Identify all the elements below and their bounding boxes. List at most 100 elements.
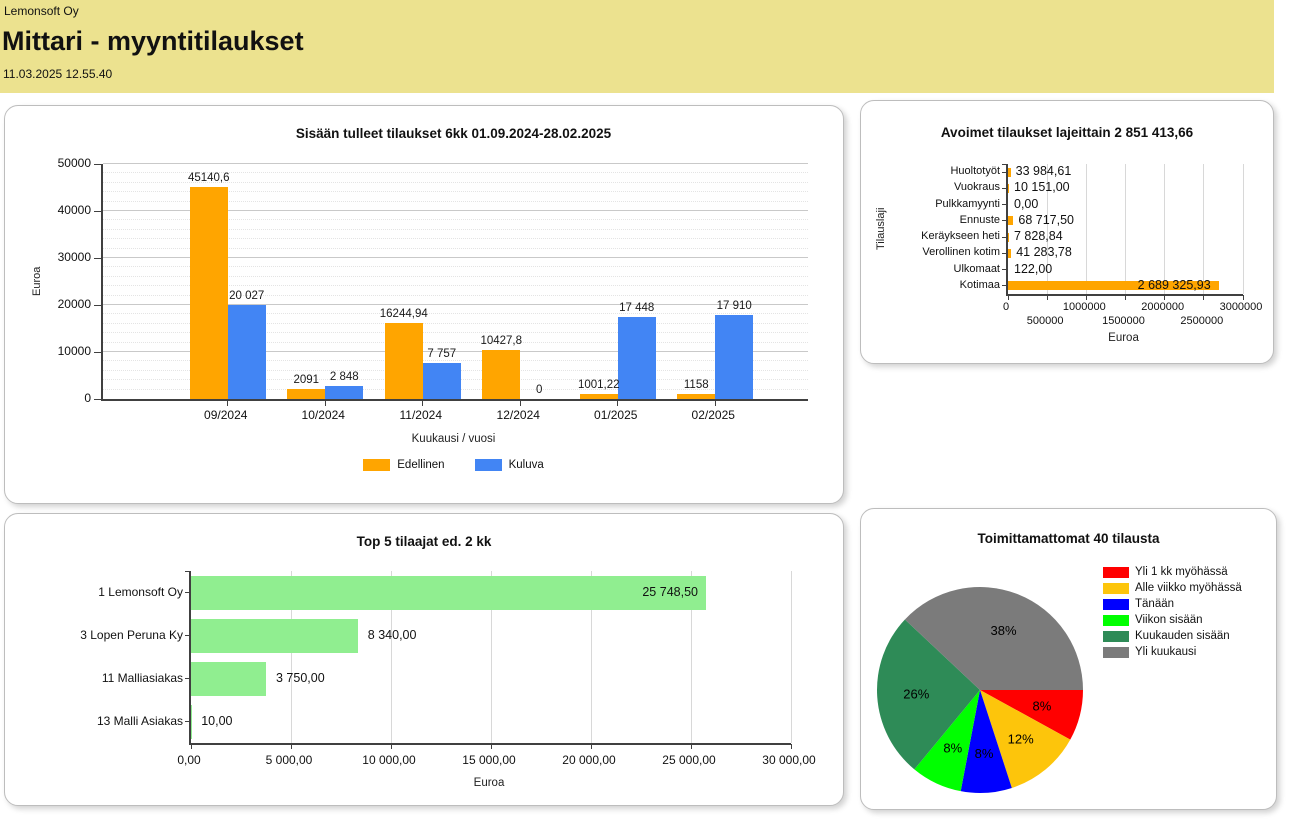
x-tick bbox=[290, 744, 292, 749]
chart-title: Avoimet tilaukset lajeittain 2 851 413,6… bbox=[940, 125, 1194, 140]
y-tick bbox=[94, 399, 101, 400]
gridline bbox=[590, 571, 592, 743]
bar bbox=[1008, 183, 1009, 193]
bar-value-label: 16244,94 bbox=[379, 307, 428, 320]
plot-area: 45140,6 20 027 2091 2 848 16244,94 7 757 10427… bbox=[101, 163, 808, 406]
gridline bbox=[103, 275, 808, 277]
bar bbox=[1008, 216, 1014, 226]
y-tick bbox=[94, 164, 101, 165]
legend-label: Kuukauden sisään bbox=[1135, 630, 1230, 642]
x-tick bbox=[1085, 295, 1087, 300]
bar-value-label: 1158 bbox=[683, 378, 709, 391]
category-label: Ulkomaat bbox=[953, 262, 1000, 275]
y-tick bbox=[1002, 285, 1008, 287]
gridline bbox=[103, 285, 808, 287]
gridline bbox=[390, 571, 392, 743]
legend-item: Yli 1 kk myöhässä bbox=[1103, 566, 1242, 578]
legend-swatch bbox=[1103, 598, 1129, 610]
x-tick-label: 1500000 bbox=[1102, 315, 1145, 327]
x-axis-label: Euroa bbox=[473, 777, 505, 789]
bar-kuluva bbox=[325, 385, 364, 399]
y-tick bbox=[1002, 236, 1008, 238]
y-tick bbox=[185, 678, 191, 679]
x-tick bbox=[1242, 295, 1244, 300]
category-label: Keräykseen heti bbox=[921, 230, 1000, 243]
pie-slice bbox=[980, 690, 1083, 740]
x-tick-label: 25 000,00 bbox=[662, 753, 716, 767]
bar bbox=[191, 661, 266, 696]
y-tick bbox=[94, 211, 101, 212]
legend-swatch bbox=[474, 459, 502, 471]
y-tick-label: 0 bbox=[84, 391, 91, 405]
bar-value-label: 20 027 bbox=[229, 289, 265, 302]
y-tick-label: 10000 bbox=[57, 344, 91, 358]
pie-slice bbox=[914, 690, 980, 792]
bar-value-label: 2 848 bbox=[329, 370, 359, 383]
gridline bbox=[103, 332, 808, 334]
y-tick bbox=[94, 258, 101, 259]
x-tick-label: 15 000,00 bbox=[462, 753, 516, 767]
gridline bbox=[103, 257, 808, 258]
bar-value-label: 0 bbox=[536, 384, 543, 396]
bar bbox=[1008, 248, 1012, 258]
category-label: Huoltotyöt bbox=[950, 165, 1000, 178]
x-tick bbox=[1203, 295, 1205, 300]
bar bbox=[1008, 232, 1009, 242]
gridline bbox=[103, 238, 808, 240]
legend-item: Tänään bbox=[1103, 598, 1242, 610]
x-tick bbox=[422, 401, 424, 406]
x-category-label: 09/2024 bbox=[204, 408, 248, 422]
bar-kuluva bbox=[715, 314, 754, 399]
panel-incoming-orders-chart: Sisään tulleet tilaukset 6kk 01.09.2024-… bbox=[4, 105, 844, 504]
x-tick-label: 20 000,00 bbox=[562, 753, 616, 767]
legend-label: Viikon sisään bbox=[1135, 614, 1203, 626]
pie-slice-label: 38% bbox=[990, 623, 1016, 638]
x-category-label: 02/2025 bbox=[691, 408, 735, 422]
x-axis-label: Kuukausi / vuosi bbox=[411, 433, 496, 445]
bar-value-label: 25 748,50 bbox=[642, 584, 698, 599]
x-tick bbox=[714, 401, 716, 406]
x-tick-label: 0 bbox=[1002, 301, 1010, 313]
x-tick-label: 10 000,00 bbox=[362, 753, 416, 767]
pie-slice bbox=[904, 587, 1083, 690]
pie-legend: Yli 1 kk myöhässä Alle viikko myöhässä Tän… bbox=[1103, 566, 1242, 658]
x-tick bbox=[1046, 295, 1048, 300]
gridline bbox=[103, 247, 808, 249]
bar-value-label: 17 910 bbox=[716, 299, 752, 312]
x-axis-label: Euroa bbox=[1108, 332, 1139, 344]
gridline bbox=[103, 228, 808, 230]
x-tick-label: 5 000,00 bbox=[265, 753, 313, 767]
bar-value-label: 8 340,00 bbox=[367, 627, 417, 642]
bar-value-label: 2091 bbox=[293, 374, 320, 387]
company-name: Lemonsoft Oy bbox=[4, 4, 79, 18]
pie-slice bbox=[877, 619, 980, 770]
x-tick-label: 2000000 bbox=[1141, 301, 1185, 313]
y-tick-label: 50000 bbox=[57, 156, 91, 170]
chart-legend: Edellinen Kuluva bbox=[101, 459, 806, 471]
legend-item: Kuluva bbox=[474, 459, 544, 471]
bar-value-label: 1001,22 bbox=[577, 379, 620, 392]
legend-item: Viikon sisään bbox=[1103, 614, 1242, 626]
bar-kuluva bbox=[617, 317, 656, 399]
gridline bbox=[103, 266, 808, 268]
bar-edellinen bbox=[189, 186, 228, 399]
y-tick-label: 20000 bbox=[57, 297, 91, 311]
bar bbox=[191, 575, 706, 610]
gridline bbox=[103, 181, 808, 183]
bar-value-label: 68 717,50 bbox=[1018, 212, 1074, 227]
x-tick bbox=[790, 744, 792, 749]
pie-slice-label: 26% bbox=[903, 687, 929, 702]
panel-top5-customers-chart: Top 5 tilaajat ed. 2 kk 25 748,50 8 340,00… bbox=[4, 513, 844, 806]
x-tick bbox=[1125, 295, 1126, 300]
gridline bbox=[490, 571, 492, 743]
legend-swatch bbox=[1103, 614, 1129, 626]
category-label: Vuokraus bbox=[953, 181, 1000, 194]
gridline bbox=[1085, 164, 1087, 294]
legend-label: Yli kuukausi bbox=[1135, 646, 1197, 658]
bar-value-label: 0,00 bbox=[1014, 196, 1039, 211]
chart-title: Top 5 tilaajat ed. 2 kk bbox=[356, 534, 492, 549]
pie-chart: 8% 12% 8% 8% 26% 38% bbox=[877, 587, 1083, 794]
axis-cap bbox=[1002, 164, 1008, 165]
x-tick-label: 30 000,00 bbox=[762, 753, 816, 767]
